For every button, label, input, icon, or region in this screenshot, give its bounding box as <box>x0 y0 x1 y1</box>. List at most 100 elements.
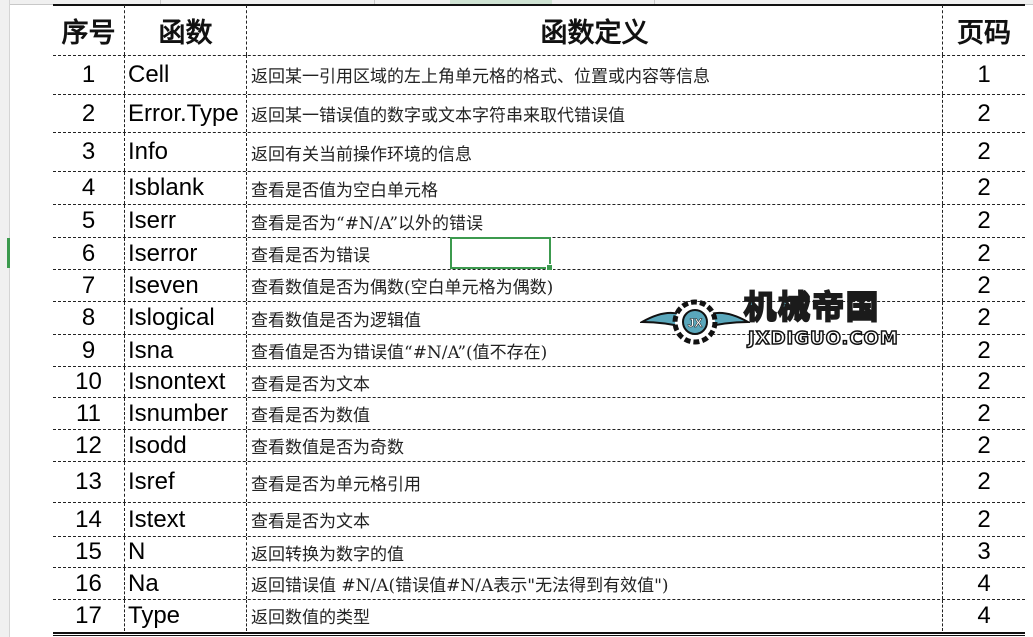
table-row: 9 Isna 查看值是否为错误值“#N/A”(值不存在) 2 <box>53 335 1025 367</box>
row-function[interactable]: Isnumber <box>124 398 246 429</box>
row-page[interactable]: 2 <box>942 398 1025 429</box>
row-page[interactable]: 4 <box>942 600 1025 631</box>
row-index[interactable]: 9 <box>81 336 96 364</box>
row-index[interactable]: 15 <box>75 538 102 565</box>
winged-gear-icon: JX <box>638 299 752 345</box>
row-page[interactable]: 2 <box>942 462 1025 502</box>
row-page[interactable]: 2 <box>942 238 1025 269</box>
row-index[interactable]: 10 <box>75 368 102 395</box>
row-function[interactable]: Iserror <box>124 238 246 269</box>
row-definition[interactable]: 查看是否为单元格引用 <box>246 462 942 502</box>
table-bottom-border <box>53 632 1025 636</box>
header-function: 函数 <box>124 5 246 55</box>
row-definition[interactable]: 查看值是否为错误值“#N/A”(值不存在) <box>246 335 942 366</box>
row-index[interactable]: 11 <box>76 399 101 427</box>
row-page[interactable]: 2 <box>942 133 1025 171</box>
row-index[interactable]: 4 <box>81 174 96 201</box>
row-header-bar <box>0 0 10 637</box>
row-index[interactable]: 5 <box>81 207 96 234</box>
row-page[interactable]: 2 <box>942 335 1025 366</box>
row-function[interactable]: Na <box>124 568 246 599</box>
row-function[interactable]: Isref <box>124 462 246 502</box>
function-table: 序号 函数 函数定义 页码 1 Cell 返回某一引用区域的左上角单元格的格式、位置… <box>53 5 1025 633</box>
column-divider <box>654 0 655 4</box>
row-page[interactable]: 2 <box>942 302 1025 334</box>
table-row: 8 Islogical 查看数值是否为逻辑值 2 <box>53 302 1025 335</box>
row-function[interactable]: N <box>124 537 246 567</box>
row-definition[interactable]: 查看数值是否为逻辑值 <box>246 302 942 334</box>
watermark-badge: JX <box>688 316 703 330</box>
row-function[interactable]: Islogical <box>124 302 246 334</box>
table-row: 17 Type 返回数值的类型 4 <box>53 600 1025 631</box>
row-definition[interactable]: 返回转换为数字的值 <box>246 537 942 567</box>
row-function[interactable]: Type <box>124 600 246 631</box>
row-function[interactable]: Istext <box>124 503 246 536</box>
row-index[interactable]: 8 <box>81 304 96 331</box>
table-header-row: 序号 函数 函数定义 页码 <box>53 5 1025 56</box>
row-page[interactable]: 2 <box>942 367 1025 397</box>
row-definition[interactable]: 返回错误值 #N/A(错误值#N/A表示"无法得到有效值") <box>246 568 942 599</box>
row-index[interactable]: 3 <box>81 138 96 165</box>
row-index[interactable]: 2 <box>81 99 96 127</box>
row-definition[interactable]: 返回某一错误值的数字或文本字符串来取代错误值 <box>246 95 942 132</box>
row-page[interactable]: 2 <box>942 430 1025 461</box>
row-index[interactable]: 17 <box>75 601 102 629</box>
row-function[interactable]: Isodd <box>124 430 246 461</box>
row-function[interactable]: Cell <box>124 55 246 94</box>
row-definition[interactable]: 查看是否为文本 <box>246 367 942 397</box>
row-index[interactable]: 7 <box>81 271 96 299</box>
row-function[interactable]: Isblank <box>124 172 246 204</box>
row-page[interactable]: 4 <box>942 568 1025 599</box>
row-index[interactable]: 6 <box>81 239 96 267</box>
header-page: 页码 <box>942 5 1025 55</box>
table-row: 10 Isnontext 查看是否为文本 2 <box>53 367 1025 398</box>
watermark-logo: JX 机械帝国 JXDIGUO.COM <box>638 287 930 352</box>
header-index: 序号 <box>61 17 116 49</box>
row-definition[interactable]: 查看是否为“#N/A”以外的错误 <box>246 205 942 237</box>
row-function[interactable]: Isna <box>124 335 246 366</box>
row-definition[interactable]: 查看是否为文本 <box>246 503 942 536</box>
row-index[interactable]: 13 <box>75 468 102 495</box>
row-function[interactable]: Iserr <box>124 205 246 237</box>
row-index[interactable]: 14 <box>75 505 102 533</box>
table-row: 1 Cell 返回某一引用区域的左上角单元格的格式、位置或内容等信息 1 <box>53 55 1025 95</box>
selected-cell[interactable] <box>450 237 553 271</box>
row-page[interactable]: 1 <box>942 55 1025 94</box>
row-page[interactable]: 2 <box>942 172 1025 204</box>
row-function[interactable]: Error.Type <box>124 95 246 132</box>
row-definition[interactable]: 查看数值是否为偶数(空白单元格为偶数) <box>246 270 942 301</box>
header-definition: 函数定义 <box>246 5 942 55</box>
fill-handle[interactable] <box>546 264 553 271</box>
row-page[interactable]: 3 <box>942 537 1025 567</box>
column-divider <box>374 0 375 4</box>
table-row: 2 Error.Type 返回某一错误值的数字或文本字符串来取代错误值 2 <box>53 95 1025 133</box>
row-definition[interactable]: 返回有关当前操作环境的信息 <box>246 133 942 171</box>
table-row: 11 Isnumber 查看是否为数值 2 <box>53 398 1025 430</box>
row-page[interactable]: 2 <box>942 503 1025 536</box>
row-definition[interactable]: 返回某一引用区域的左上角单元格的格式、位置或内容等信息 <box>246 55 942 94</box>
row-function[interactable]: Iseven <box>124 270 246 301</box>
row-definition[interactable]: 查看数值是否为奇数 <box>246 430 942 461</box>
table-row: 4 Isblank 查看是否值为空白单元格 2 <box>53 172 1025 205</box>
table-row: 16 Na 返回错误值 #N/A(错误值#N/A表示"无法得到有效值") 4 <box>53 568 1025 600</box>
row-index[interactable]: 12 <box>75 431 102 459</box>
row-definition[interactable]: 查看是否为数值 <box>246 398 942 429</box>
row-function[interactable]: Isnontext <box>124 367 246 397</box>
row-definition[interactable]: 查看是否为错误 <box>246 238 942 269</box>
row-index[interactable]: 1 <box>81 60 96 88</box>
row-function[interactable]: Info <box>124 133 246 171</box>
table-row: 15 N 返回转换为数字的值 3 <box>53 537 1025 568</box>
table-top-border <box>53 4 1025 6</box>
table-row: 12 Isodd 查看数值是否为奇数 2 <box>53 430 1025 462</box>
table-row: 7 Iseven 查看数值是否为偶数(空白单元格为偶数) 2 <box>53 270 1025 302</box>
row-page[interactable]: 2 <box>942 270 1025 301</box>
row-definition[interactable]: 查看是否值为空白单元格 <box>246 172 942 204</box>
row-page[interactable]: 2 <box>942 205 1025 237</box>
row-definition[interactable]: 返回数值的类型 <box>246 600 942 631</box>
column-divider <box>160 0 161 4</box>
watermark-en: JXDIGUO.COM <box>747 327 899 350</box>
watermark-cn: 机械帝国 <box>743 287 881 327</box>
row-page[interactable]: 2 <box>942 95 1025 132</box>
row-index[interactable]: 16 <box>75 569 102 597</box>
table-row: 3 Info 返回有关当前操作环境的信息 2 <box>53 133 1025 172</box>
